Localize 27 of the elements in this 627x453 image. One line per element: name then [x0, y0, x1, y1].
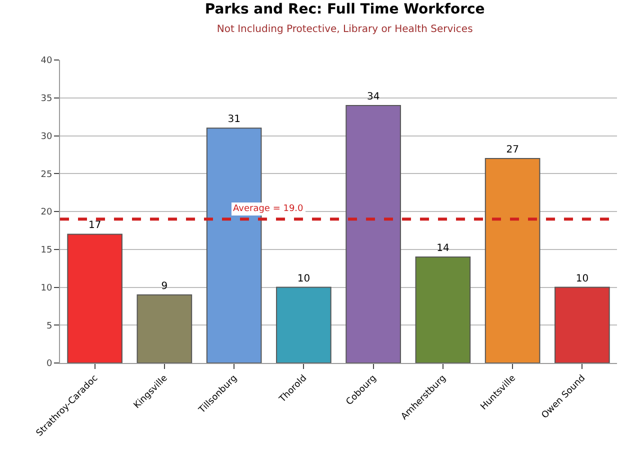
bar [276, 286, 332, 363]
ref-line-label: Average = 19.0 [233, 204, 304, 214]
bar [484, 158, 540, 363]
y-tick-label: 15 [40, 246, 52, 256]
data-label: 31 [228, 114, 240, 126]
data-label: 10 [576, 273, 589, 284]
y-tick-label: 40 [40, 56, 52, 66]
data-label: 14 [436, 242, 450, 254]
y-tick-label: 25 [40, 170, 52, 180]
y-tick-label: 0 [46, 359, 52, 370]
bar [554, 286, 610, 363]
bar [67, 234, 122, 363]
y-tick-label: 30 [40, 132, 52, 142]
bar [415, 256, 471, 363]
y-tick-label: 20 [40, 208, 52, 218]
data-label: 10 [297, 273, 310, 284]
data-label: 27 [506, 144, 519, 156]
data-label: 17 [88, 220, 102, 232]
bar [346, 104, 401, 363]
y-tick-label: 35 [40, 94, 52, 104]
y-tick-label: 10 [40, 283, 52, 294]
y-tick-label: 5 [46, 321, 52, 332]
bar [136, 294, 192, 363]
chart-title: Parks and Rec: Full Time Workforce [204, 2, 485, 18]
chart-subtitle: Not Including Protective, Library or Health Services [216, 24, 473, 35]
data-label: 9 [161, 280, 168, 292]
data-label: 34 [366, 91, 380, 102]
